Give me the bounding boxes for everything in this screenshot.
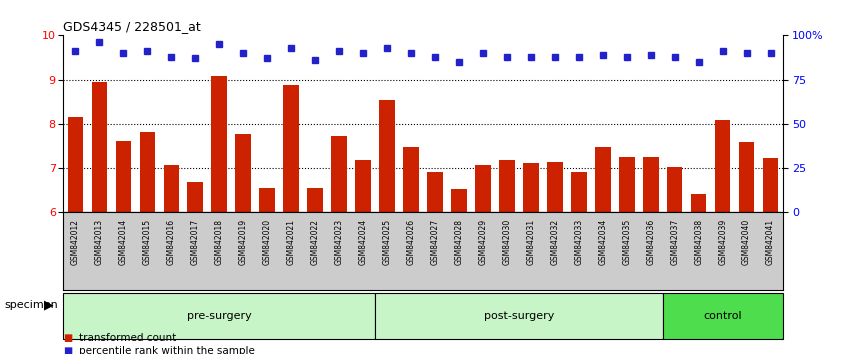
Text: specimen: specimen bbox=[4, 300, 58, 310]
Bar bbox=[283, 85, 299, 212]
Text: GDS4345 / 228501_at: GDS4345 / 228501_at bbox=[63, 20, 201, 33]
Bar bbox=[571, 172, 586, 212]
Text: transformed count: transformed count bbox=[79, 333, 176, 343]
Text: GSM842029: GSM842029 bbox=[479, 219, 487, 265]
Text: pre-surgery: pre-surgery bbox=[187, 311, 251, 321]
Bar bbox=[355, 160, 371, 212]
Bar bbox=[619, 157, 634, 212]
Text: GSM842030: GSM842030 bbox=[503, 219, 511, 265]
Bar bbox=[379, 99, 395, 212]
Bar bbox=[91, 82, 107, 212]
Bar bbox=[547, 161, 563, 212]
Text: GSM842034: GSM842034 bbox=[598, 219, 607, 265]
Text: GSM842025: GSM842025 bbox=[382, 219, 392, 265]
Text: ▶: ▶ bbox=[44, 299, 53, 312]
Text: GSM842028: GSM842028 bbox=[454, 219, 464, 265]
Text: ■: ■ bbox=[63, 346, 73, 354]
Text: GSM842038: GSM842038 bbox=[695, 219, 703, 265]
Bar bbox=[523, 163, 539, 212]
Text: GSM842018: GSM842018 bbox=[215, 219, 223, 265]
Bar bbox=[404, 147, 419, 212]
Bar bbox=[763, 159, 778, 212]
Text: ■: ■ bbox=[63, 333, 73, 343]
Bar bbox=[260, 188, 275, 212]
Text: GSM842024: GSM842024 bbox=[359, 219, 367, 265]
Text: GSM842032: GSM842032 bbox=[551, 219, 559, 265]
Text: GSM842026: GSM842026 bbox=[407, 219, 415, 265]
Text: GSM842022: GSM842022 bbox=[310, 219, 320, 265]
Bar bbox=[739, 142, 755, 212]
Text: control: control bbox=[703, 311, 742, 321]
Bar bbox=[188, 182, 203, 212]
Text: percentile rank within the sample: percentile rank within the sample bbox=[79, 346, 255, 354]
Text: GSM842014: GSM842014 bbox=[119, 219, 128, 265]
Bar bbox=[643, 157, 658, 212]
FancyBboxPatch shape bbox=[375, 293, 662, 339]
Text: GSM842037: GSM842037 bbox=[670, 219, 679, 265]
Bar bbox=[116, 141, 131, 212]
Bar bbox=[427, 172, 442, 212]
Text: GSM842021: GSM842021 bbox=[287, 219, 295, 265]
Text: GSM842036: GSM842036 bbox=[646, 219, 655, 265]
Bar bbox=[140, 132, 155, 212]
Text: GSM842039: GSM842039 bbox=[718, 219, 727, 265]
Bar bbox=[163, 165, 179, 212]
Bar bbox=[235, 133, 251, 212]
Text: GSM842033: GSM842033 bbox=[574, 219, 583, 265]
Text: GSM842020: GSM842020 bbox=[263, 219, 272, 265]
Bar bbox=[307, 188, 323, 212]
Text: GSM842015: GSM842015 bbox=[143, 219, 151, 265]
Bar bbox=[499, 160, 514, 212]
Text: post-surgery: post-surgery bbox=[484, 311, 554, 321]
Text: GSM842016: GSM842016 bbox=[167, 219, 176, 265]
Text: GSM842041: GSM842041 bbox=[766, 219, 775, 265]
Text: GSM842019: GSM842019 bbox=[239, 219, 248, 265]
FancyBboxPatch shape bbox=[63, 293, 375, 339]
Bar bbox=[475, 165, 491, 212]
Bar bbox=[595, 147, 611, 212]
Bar bbox=[68, 117, 83, 212]
Bar bbox=[451, 189, 467, 212]
Text: GSM842035: GSM842035 bbox=[623, 219, 631, 265]
Text: GSM842017: GSM842017 bbox=[191, 219, 200, 265]
Bar bbox=[715, 120, 730, 212]
Text: GSM842027: GSM842027 bbox=[431, 219, 439, 265]
Bar bbox=[667, 167, 683, 212]
Text: GSM842031: GSM842031 bbox=[526, 219, 536, 265]
Text: GSM842040: GSM842040 bbox=[742, 219, 751, 265]
Bar bbox=[691, 194, 706, 212]
Text: GSM842012: GSM842012 bbox=[71, 219, 80, 265]
FancyBboxPatch shape bbox=[662, 293, 783, 339]
Text: GSM842013: GSM842013 bbox=[95, 219, 104, 265]
Bar bbox=[332, 136, 347, 212]
Text: GSM842023: GSM842023 bbox=[335, 219, 343, 265]
Bar bbox=[212, 76, 227, 212]
